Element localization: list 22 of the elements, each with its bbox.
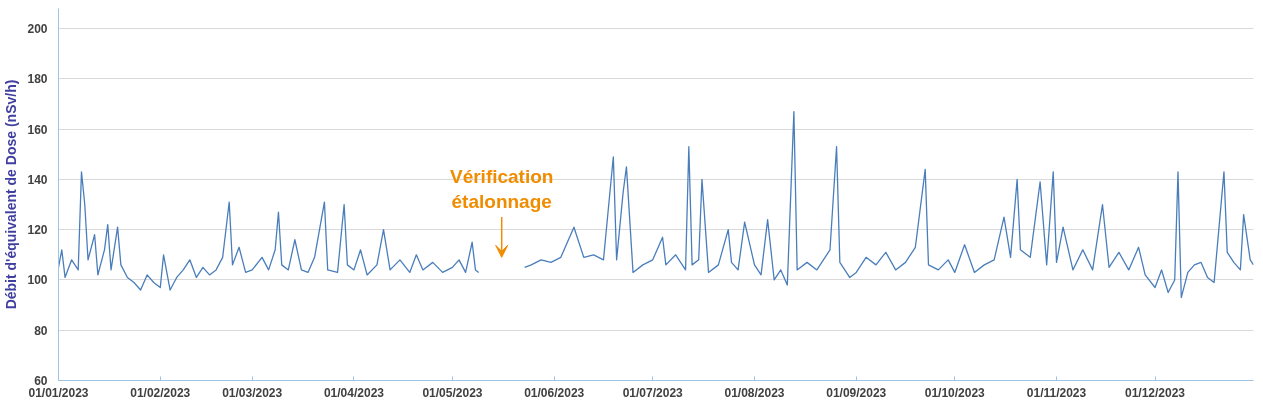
x-tick-label: 01/06/2023 — [524, 385, 585, 400]
x-tick-label: 01/10/2023 — [924, 385, 986, 400]
y-tick-label: 100 — [27, 273, 48, 288]
y-axis-title: Débit d'équivalent de Dose (nSv/h) — [3, 79, 20, 310]
x-tick-label: 01/03/2023 — [222, 385, 283, 400]
x-tick-label: 01/07/2023 — [622, 385, 684, 400]
x-tick-label: 01/01/2023 — [28, 385, 89, 400]
x-tick-label: 01/08/2023 — [724, 385, 785, 400]
annotation: Vérification étalonnage — [449, 165, 554, 213]
y-tick-label: 80 — [34, 323, 48, 338]
x-tick-label: 01/04/2023 — [323, 385, 385, 400]
x-tick-label: 01/05/2023 — [422, 385, 483, 400]
y-tick-label: 140 — [27, 172, 48, 187]
y-tick-label: 60 — [34, 374, 48, 388]
x-tick-label: 01/02/2023 — [130, 385, 191, 400]
y-tick-label: 200 — [27, 22, 48, 37]
x-tick-label: 01/12/2023 — [1124, 385, 1186, 400]
x-tick-label: 01/09/2023 — [826, 385, 887, 400]
x-tick-label: 01/11/2023 — [1026, 385, 1087, 400]
y-tick-label: 160 — [27, 122, 48, 137]
y-tick-label: 180 — [27, 72, 48, 87]
y-tick-label: 120 — [27, 223, 48, 238]
